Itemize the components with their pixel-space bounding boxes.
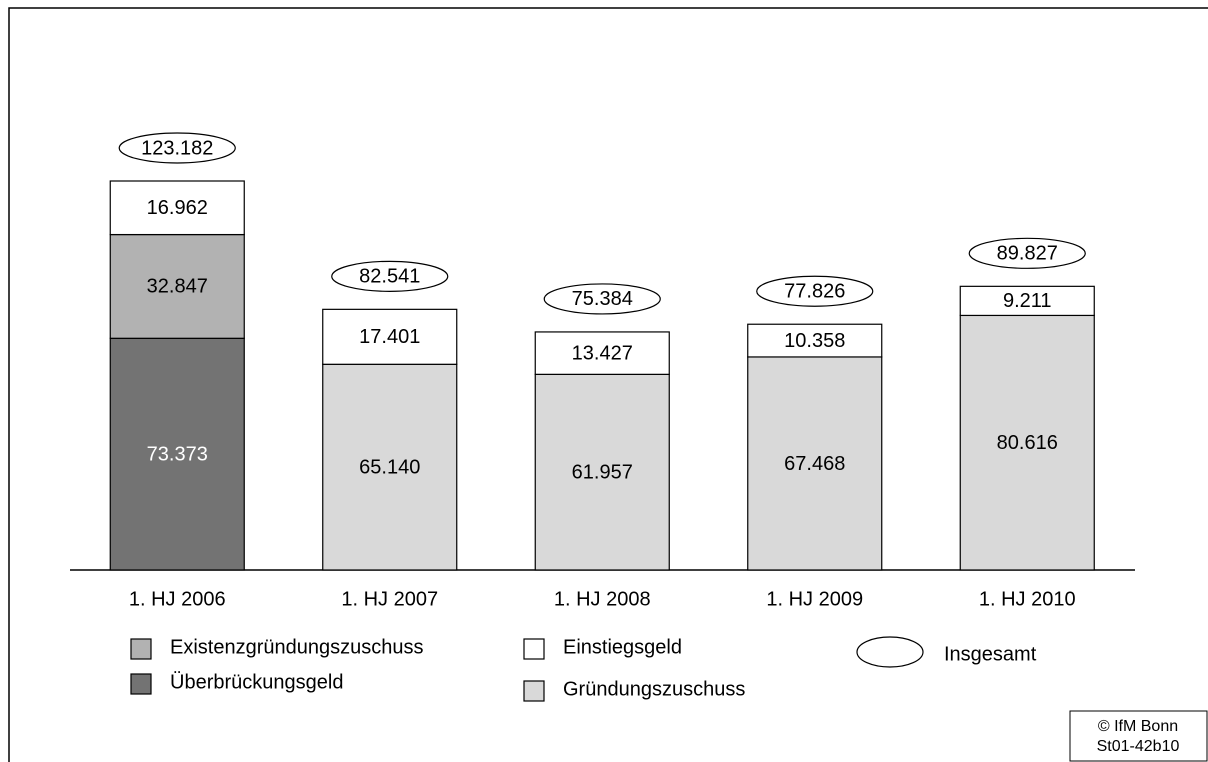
value-label: 17.401 (359, 326, 420, 348)
value-label: 61.957 (572, 461, 633, 483)
bar-segment (534, 331, 670, 375)
value-label: 73.373 (147, 443, 208, 465)
value-label: 9.211 (1003, 290, 1052, 312)
value-label: 32.847 (147, 276, 208, 298)
x-tick-label: 1. HJ 2007 (341, 588, 438, 610)
x-tick-label: 1. HJ 2008 (554, 588, 651, 610)
total-label: 123.182 (141, 137, 213, 159)
bar-segment (109, 233, 245, 339)
bar-segment (322, 308, 458, 365)
legend-swatch (523, 638, 545, 660)
value-label: 10.358 (784, 330, 845, 352)
value-label: 80.616 (997, 432, 1058, 454)
source-text: © IfM Bonn (1098, 718, 1178, 735)
x-tick-label: 1. HJ 2006 (129, 588, 226, 610)
total-label: 89.827 (997, 243, 1058, 265)
value-label: 67.468 (784, 453, 845, 475)
legend-label: Existenzgründungszuschuss (170, 636, 423, 658)
bar-segment (747, 323, 883, 358)
total-label: 82.541 (359, 266, 420, 288)
x-tick-label: 1. HJ 2009 (766, 588, 863, 610)
source-box (1069, 710, 1208, 762)
legend-swatch (856, 636, 924, 668)
bar-segment (959, 285, 1095, 317)
frame (8, 7, 1208, 762)
source-text: St01-42b10 (1097, 738, 1180, 755)
total-label: 75.384 (572, 288, 633, 310)
legend-label: Einstiegsgeld (563, 636, 682, 658)
legend-swatch (130, 673, 152, 695)
total-label: 77.826 (784, 281, 845, 303)
value-label: 16.962 (147, 197, 208, 219)
legend-swatch (523, 680, 545, 702)
x-tick-label: 1. HJ 2010 (979, 588, 1076, 610)
legend-label: Insgesamt (944, 643, 1037, 665)
total-ellipse (968, 237, 1086, 269)
total-ellipse (331, 260, 449, 292)
bar-segment (959, 314, 1095, 571)
bar-segment (747, 356, 883, 571)
total-ellipse (118, 132, 236, 164)
total-ellipse (756, 275, 874, 307)
value-label: 13.427 (572, 342, 633, 364)
total-ellipse (543, 283, 661, 315)
bar-segment (109, 180, 245, 236)
legend-label: Überbrückungsgeld (170, 671, 343, 693)
value-label: 65.140 (359, 456, 420, 478)
legend-label: Gründungszuschuss (563, 678, 745, 700)
legend-swatch (130, 638, 152, 660)
